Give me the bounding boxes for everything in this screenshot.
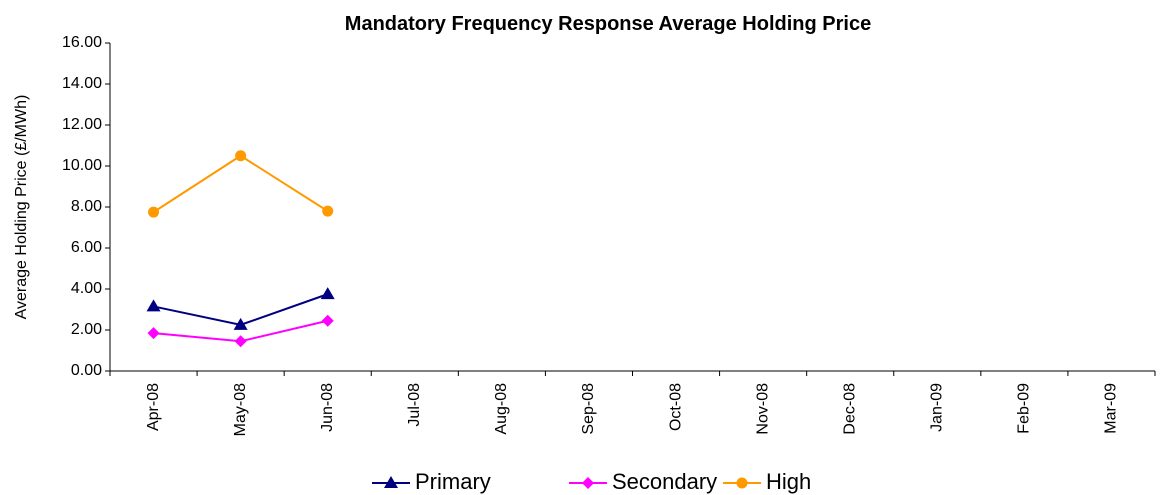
series-line bbox=[152, 154, 329, 213]
x-tick-label: Jun-08 bbox=[319, 383, 336, 432]
y-axis-label: Average Holding Price (£/MWh) bbox=[13, 95, 30, 320]
x-tick-label: Feb-09 bbox=[1016, 383, 1033, 434]
y-tick-label: 10.00 bbox=[62, 157, 102, 174]
legend-label: Primary bbox=[415, 469, 491, 494]
y-tick-label: 14.00 bbox=[62, 75, 102, 92]
y-tick-label: 6.00 bbox=[71, 239, 102, 256]
y-tick-label: 0.00 bbox=[71, 362, 102, 379]
legend-marker bbox=[384, 476, 398, 488]
legend-label: Secondary bbox=[612, 469, 717, 494]
data-point bbox=[233, 317, 248, 330]
data-point bbox=[320, 287, 335, 300]
x-tick-label: Oct-08 bbox=[667, 383, 684, 431]
y-tick-label: 16.00 bbox=[62, 34, 102, 51]
data-point bbox=[235, 150, 247, 162]
data-point bbox=[322, 205, 334, 217]
data-point bbox=[321, 314, 334, 327]
data-point bbox=[146, 299, 161, 312]
x-tick-label: May-08 bbox=[232, 383, 249, 436]
x-tick-label: Jan-09 bbox=[929, 383, 946, 432]
x-tick-label: Nov-08 bbox=[754, 383, 771, 435]
x-tick-label: Jul-08 bbox=[406, 383, 423, 427]
legend-marker bbox=[582, 477, 594, 489]
legend-marker bbox=[736, 477, 748, 489]
x-tick-label: Aug-08 bbox=[493, 383, 510, 435]
y-tick-label: 2.00 bbox=[71, 321, 102, 338]
data-point bbox=[147, 327, 160, 340]
x-tick-label: Mar-09 bbox=[1103, 383, 1120, 434]
chart-title: Mandatory Frequency Response Average Hol… bbox=[345, 13, 871, 35]
y-tick-label: 8.00 bbox=[71, 198, 102, 215]
x-tick-label: Dec-08 bbox=[841, 383, 858, 435]
data-point bbox=[148, 206, 160, 218]
y-tick-label: 12.00 bbox=[62, 116, 102, 133]
legend-label: High bbox=[766, 469, 811, 494]
x-tick-label: Apr-08 bbox=[145, 383, 162, 431]
data-point bbox=[234, 335, 247, 348]
y-tick-label: 4.00 bbox=[71, 280, 102, 297]
x-tick-label: Sep-08 bbox=[580, 383, 597, 435]
